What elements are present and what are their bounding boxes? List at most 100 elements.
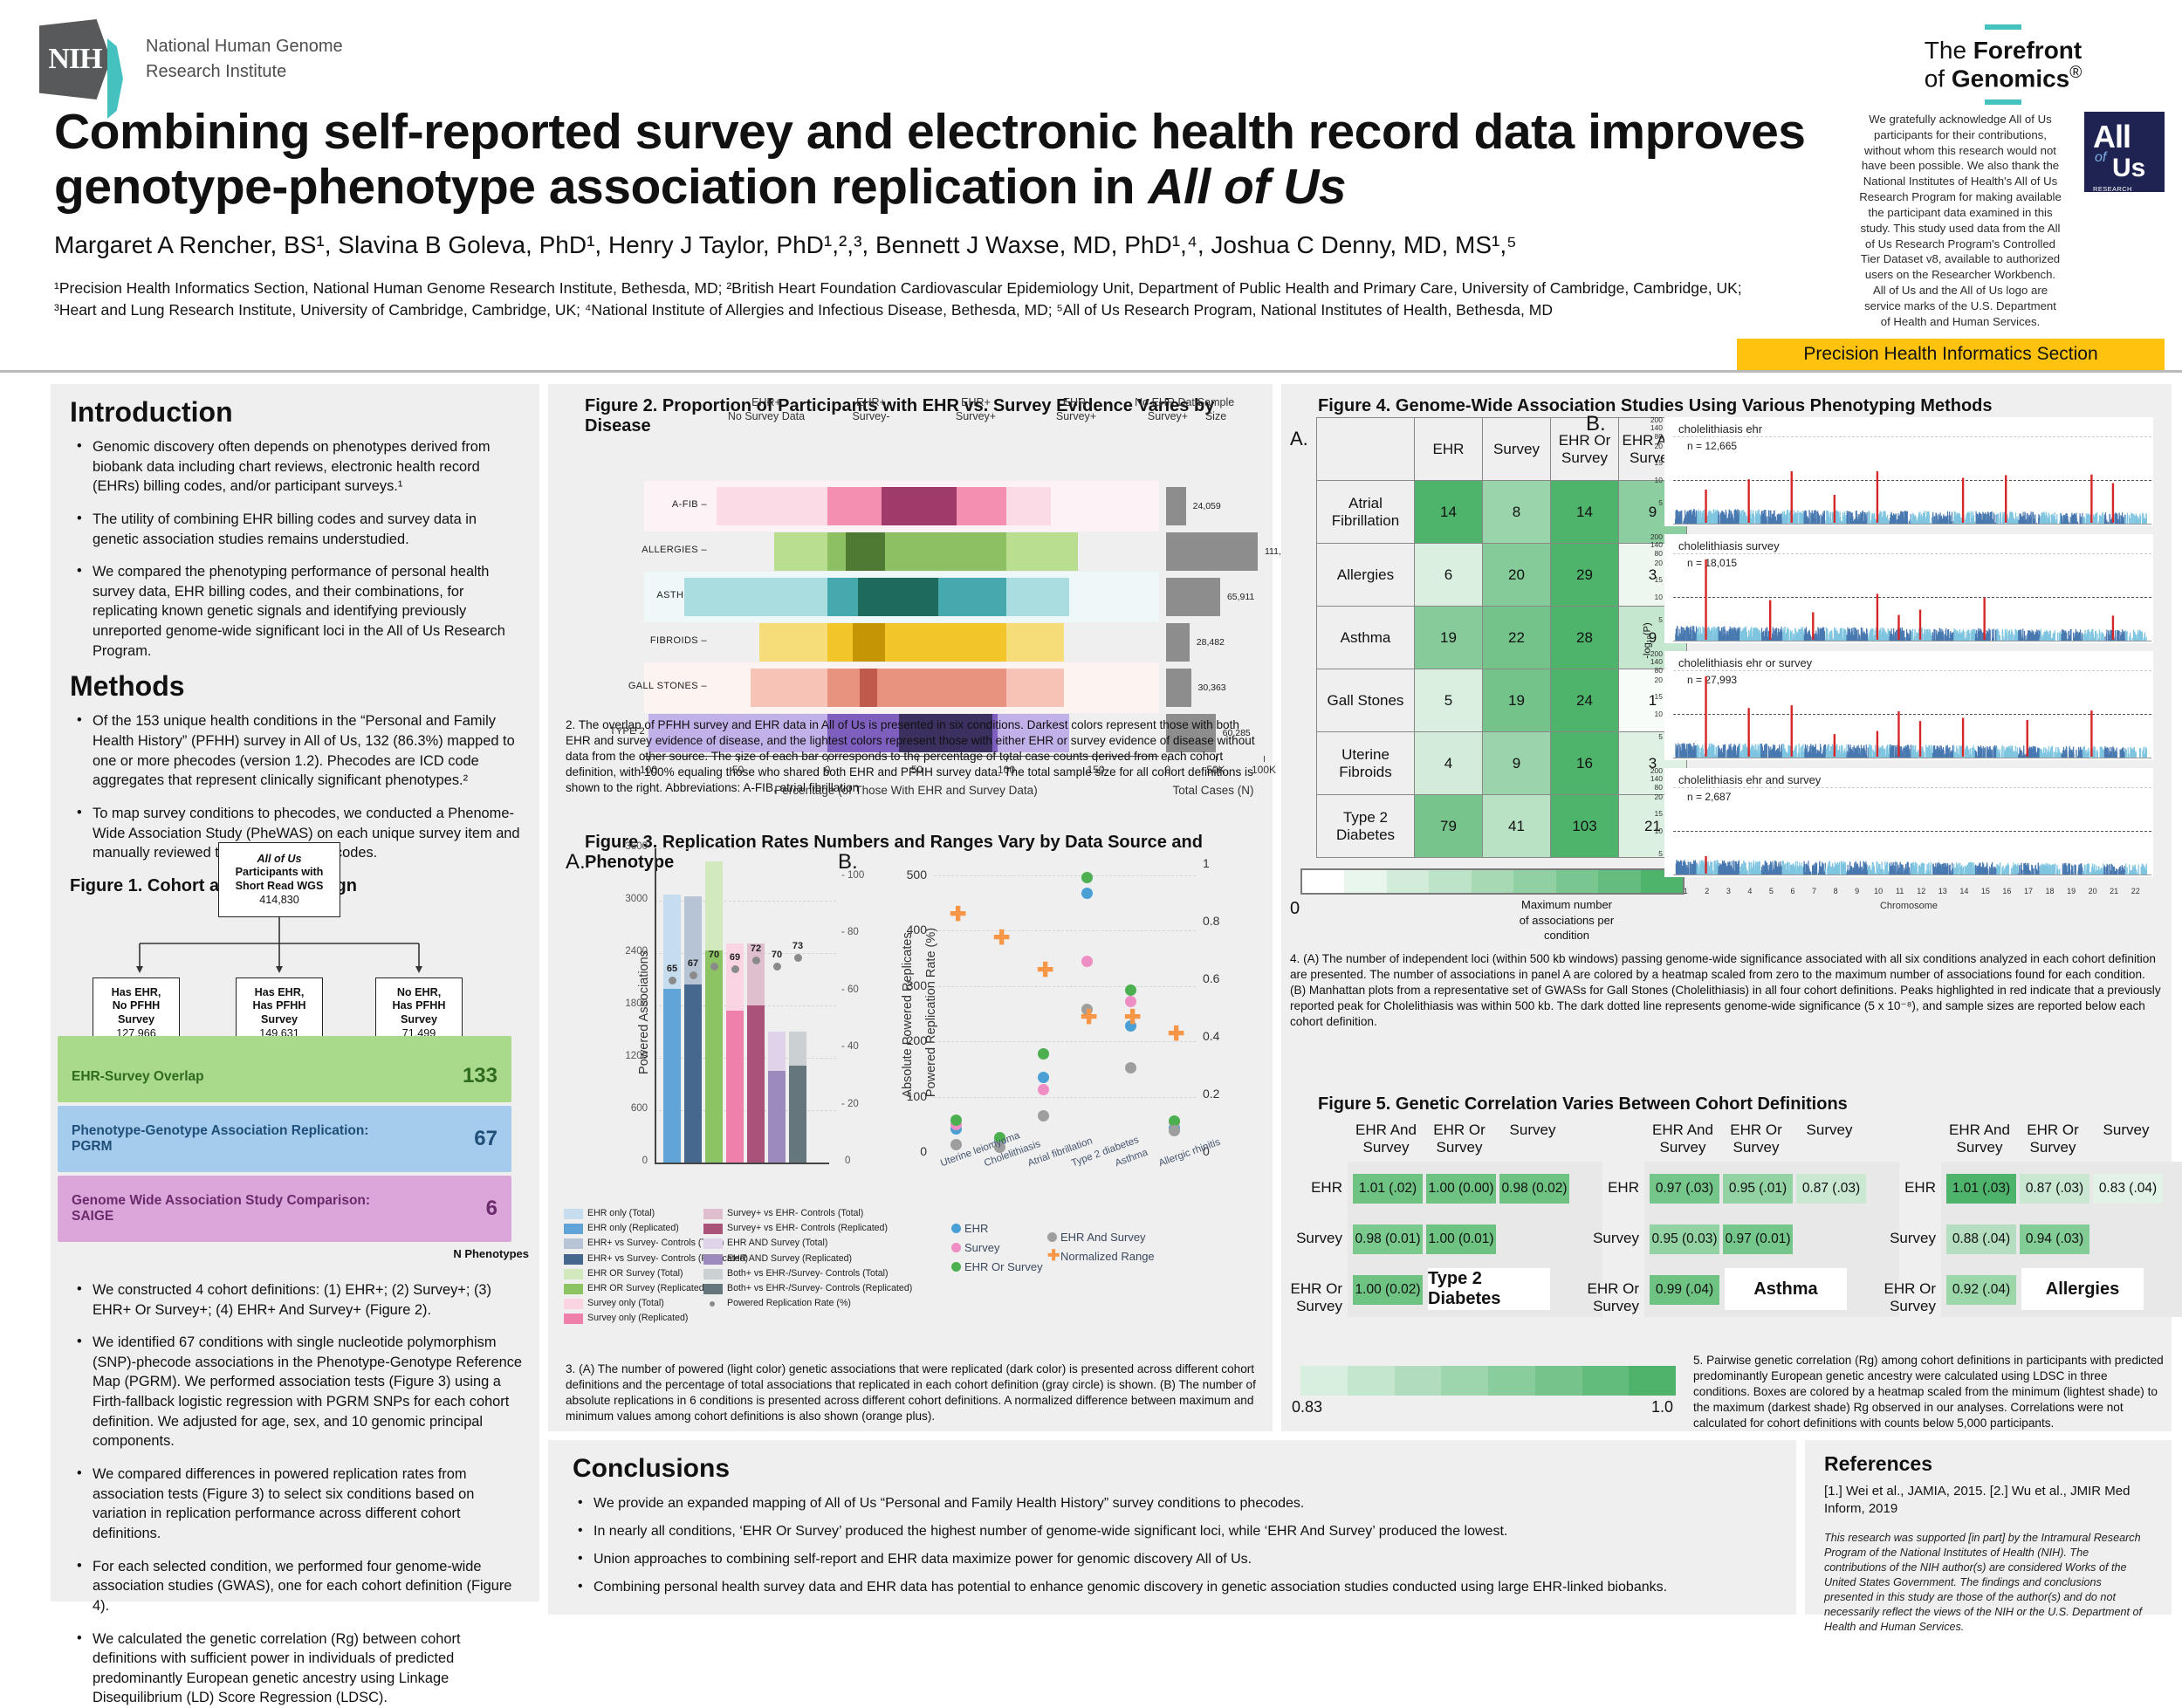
- figure3B-y2tick-1: 0.2: [1203, 1087, 1219, 1101]
- figure5-col-header-0-0: EHR And Survey: [1349, 1122, 1423, 1156]
- flow-child1-line2: No PFHH: [93, 999, 179, 1013]
- figure2-segment-2-3: [938, 578, 1006, 616]
- figure2-segment-0-3: [957, 487, 1006, 525]
- figure3A-rate-value-0: 65: [664, 964, 680, 974]
- figure5-cell-1-0-0: 0.97 (.03): [1650, 1174, 1719, 1204]
- figure5-col-header-2-1: EHR Or Survey: [2016, 1122, 2089, 1156]
- figure2-segment-1-2: [846, 532, 885, 571]
- figure3A-x-axis: [655, 1163, 829, 1164]
- chromosome-tick-18: 18: [2039, 887, 2061, 895]
- figure4-col-header-3: EHR Or Survey: [1551, 418, 1619, 481]
- figure4-title: Figure 4. Genome-Wide Association Studie…: [1318, 396, 2182, 416]
- figure3A-gridline-0: [655, 1110, 836, 1111]
- manhattan-ytick-2-5: 10: [1643, 710, 1663, 718]
- figure2-segment-1-3: [885, 532, 1006, 571]
- figure2-segment-2-4: [1006, 578, 1069, 616]
- figure2-segment-2-1: [827, 578, 858, 616]
- section-banner: Precision Health Informatics Section: [1737, 339, 2165, 370]
- figure2-segment-2-0: [684, 578, 827, 616]
- figure3A-legend-swatch-0: [564, 1209, 583, 1219]
- figure4-cell-2-1: 22: [1483, 607, 1551, 669]
- figure4-legend-swatch-3: [1429, 870, 1471, 893]
- figure3B-point-2-4: [1125, 984, 1136, 996]
- registered-mark-icon: ®: [2069, 64, 2082, 82]
- figure2-row-label-3: FIBROIDS –: [557, 635, 707, 646]
- figure4-cell-1-2: 29: [1551, 544, 1619, 607]
- figure3A-rate-dot-4: [752, 957, 760, 964]
- figure3A-ytick-4: 3000: [607, 894, 648, 904]
- forefront-line-1: The Forefront: [1903, 37, 2103, 64]
- chromosome-tick-2: 2: [1697, 887, 1719, 895]
- figure2-segment-4-4: [1006, 669, 1064, 707]
- figure2-segment-0-0: [717, 487, 827, 525]
- conclusions-panel: Conclusions We provide an expanded mappi…: [548, 1440, 1796, 1615]
- manhattan-ytick-0-5: 10: [1643, 476, 1663, 484]
- figure3B-point-3-5: [1169, 1125, 1180, 1136]
- manhattan-ytick-1-3: 20: [1643, 559, 1663, 567]
- figure4-row-header-2: Asthma: [1317, 607, 1415, 669]
- figure2-samplesize-bar-3: [1166, 623, 1190, 662]
- figure1-bar-overlap: EHR-Survey Overlap 133: [58, 1036, 511, 1102]
- figure4-cell-1-1: 20: [1483, 544, 1551, 607]
- figure3A-y2tick-2: - 60: [841, 984, 859, 995]
- figure4-cell-0-1: 8: [1483, 481, 1551, 544]
- manhattan-points-1: [1664, 534, 2153, 643]
- figure4-cell-2-2: 28: [1551, 607, 1619, 669]
- title-text: Combining self-reported survey and elect…: [54, 104, 1806, 215]
- manhattan-ytick-0-4: 15: [1643, 458, 1663, 467]
- figure2-right-tick-2: [1264, 756, 1265, 762]
- references-disclaimer: This research was supported [in part] by…: [1824, 1531, 2152, 1635]
- figure3A-legend-swatch-9: [703, 1224, 723, 1234]
- figure3A-rate-dot-5: [773, 963, 781, 971]
- forefront-the: The: [1925, 37, 1973, 64]
- figure3A-y-axis: [655, 848, 656, 1163]
- chromosome-tick-9: 9: [1846, 887, 1868, 895]
- figure3B-point-0-3: [1081, 888, 1093, 899]
- chromosome-tick-5: 5: [1760, 887, 1782, 895]
- figure3A-gridline-1: [655, 1058, 836, 1059]
- figure3A-rate-dot-3: [731, 965, 739, 973]
- figure2-segment-4-2: [860, 669, 878, 707]
- figure4-cell-3-2: 24: [1551, 669, 1619, 732]
- figure3A-bar-replicated-6: [789, 1066, 806, 1163]
- figure5-cell-1-0-1: 0.95 (.01): [1723, 1174, 1793, 1204]
- forefront-of-genomics-logo: The Forefront of Genomics®: [1903, 24, 2103, 105]
- figure5-cell-2-0-1: 0.87 (.03): [2020, 1174, 2089, 1204]
- figure2-row-label-1: ALLERGIES –: [557, 545, 707, 555]
- figure3A-rate-dot-1: [690, 971, 697, 979]
- acknowledgement-text: We gratefully acknowledge All of Us part…: [1859, 112, 2062, 329]
- figure2-col-header-0: EHR+ No Survey Data: [714, 396, 819, 423]
- manhattan-ytick-2-6: 5: [1643, 732, 1663, 741]
- figure3B-legend-plus: ✚: [1047, 1248, 1060, 1263]
- figure5-scale-legend: [1300, 1366, 1676, 1396]
- conclusion-bullet-2: Union approaches to combining self-repor…: [578, 1550, 1779, 1569]
- figure2-samplesize-header: Sample Size: [1168, 396, 1264, 423]
- chromosome-tick-10: 10: [1868, 887, 1890, 895]
- chromosome-tick-7: 7: [1803, 887, 1825, 895]
- figure3A-legend-swatch-3: [564, 1254, 583, 1265]
- flow-child2-line3: Survey: [237, 1013, 322, 1027]
- header-divider: [0, 370, 2182, 373]
- figure3A-y2tick-3: - 80: [841, 927, 859, 937]
- figure3A-legend-swatch-10: [703, 1238, 723, 1249]
- manhattan-ytick-1-4: 15: [1643, 575, 1663, 584]
- figure3B-legend-label-4: Normalized Range: [1060, 1250, 1155, 1263]
- figure3B-normrange-4: ✚: [1124, 1007, 1141, 1027]
- figure3B-gridline-3: [934, 986, 1196, 987]
- manhattan-ytick-2-3: 20: [1643, 676, 1663, 684]
- figure3A-bar-replicated-2: [705, 950, 723, 1163]
- figure5-cell-2-0-2: 0.83 (.04): [2093, 1174, 2163, 1204]
- figure3B-normrange-1: ✚: [993, 928, 1010, 948]
- figure4-row-header-0: Atrial Fibrillation: [1317, 481, 1415, 544]
- nih-logo-text: NIH: [48, 43, 101, 76]
- figure3B-point-2-2: [1038, 1048, 1049, 1060]
- figure4-row-header-4: Uterine Fibroids: [1317, 732, 1415, 795]
- introduction-bullets: Genomic discovery often depends on pheno…: [77, 437, 522, 661]
- figure3A-rate-value-5: 70: [769, 950, 785, 960]
- figure3B-point-2-3: [1081, 872, 1093, 883]
- figure3A-y2tick-0: - 20: [841, 1099, 859, 1109]
- figure2-col-header-2: EHR+ Survey+: [923, 396, 1028, 423]
